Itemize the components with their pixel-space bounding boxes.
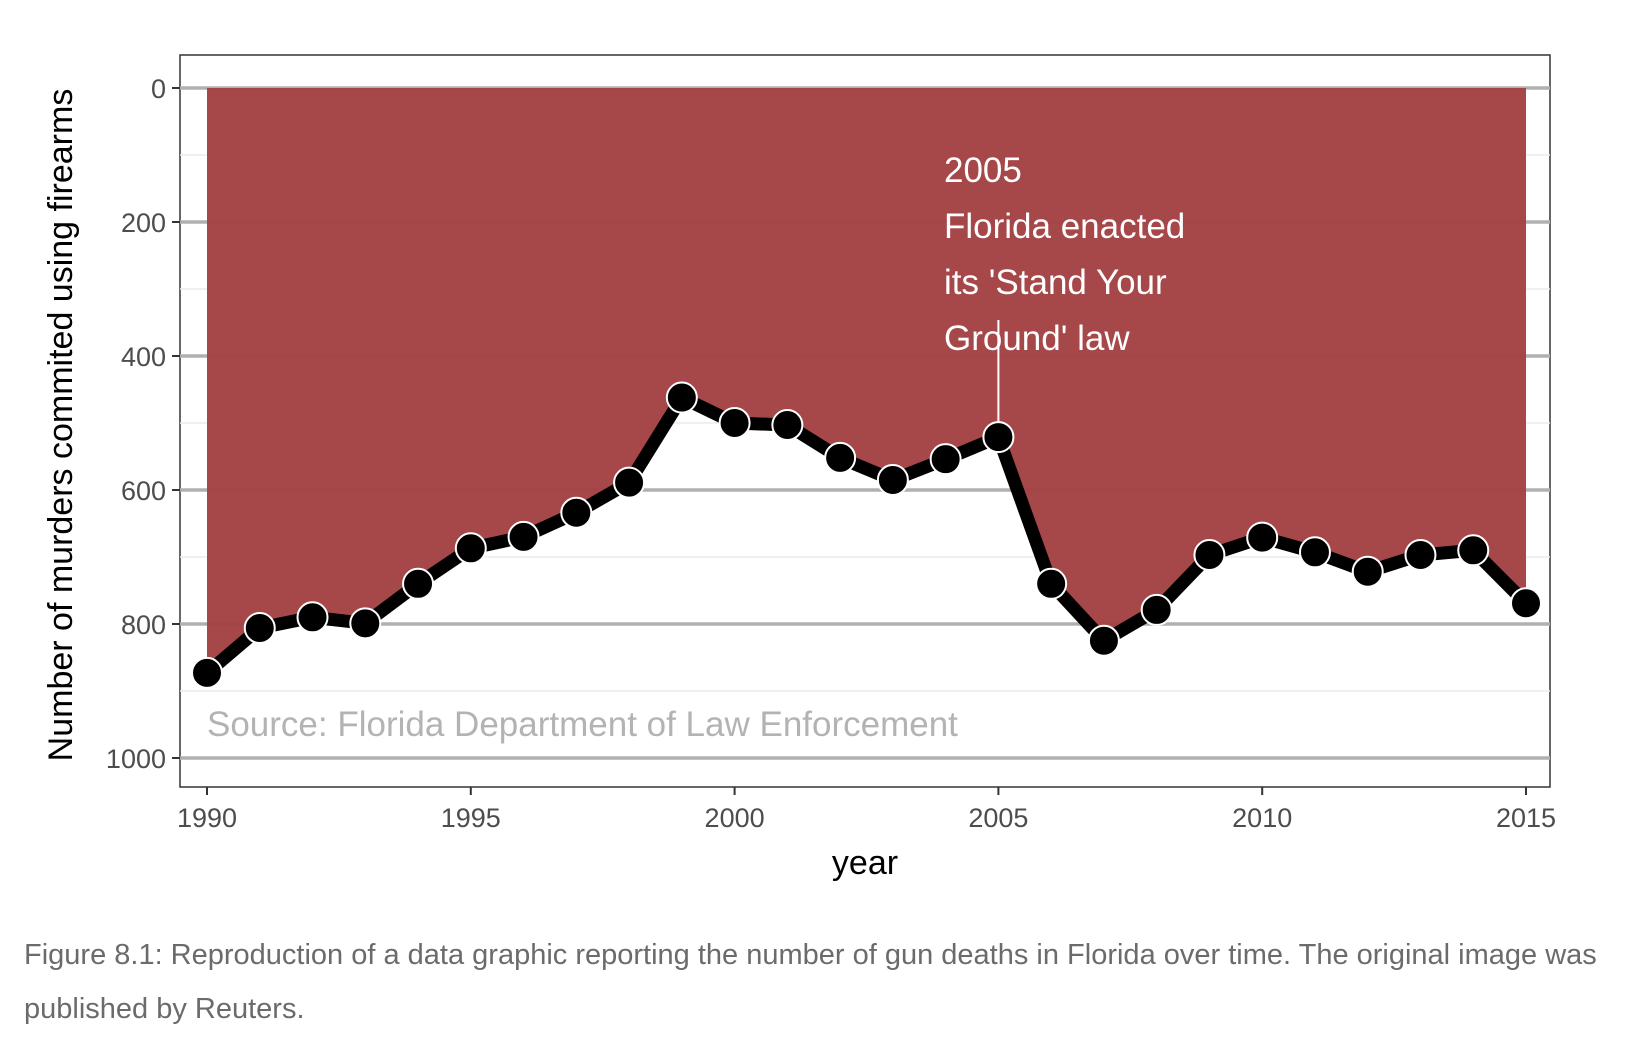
data-point	[665, 381, 698, 414]
data-point	[296, 601, 329, 634]
y-axis-title: Number of murders commited using firearm…	[42, 89, 80, 762]
data-point	[402, 567, 435, 600]
annotation-text-layer: 2005 Florida enacted its 'Stand Your Ground…	[944, 151, 1185, 358]
data-point	[929, 443, 962, 476]
x-tick-label: 2000	[705, 803, 765, 833]
y-tick-label: 800	[121, 610, 166, 640]
data-point	[1140, 593, 1173, 626]
y-tick-label: 400	[121, 342, 166, 372]
data-point	[1510, 587, 1542, 620]
data-point	[191, 656, 223, 689]
data-point	[1457, 534, 1490, 567]
y-tick-label: 600	[121, 476, 166, 506]
figure-caption: Figure 8.1: Reproduction of a data graph…	[24, 939, 1597, 1025]
data-point	[824, 441, 857, 474]
data-point	[718, 407, 751, 439]
data-point	[982, 421, 1015, 454]
annotation-text-line: 2005	[944, 151, 1022, 190]
data-point	[1298, 536, 1331, 569]
x-tick-label: 1995	[441, 803, 501, 833]
data-point	[1193, 538, 1226, 571]
x-axis-title: year	[832, 844, 898, 882]
data-point	[771, 409, 804, 442]
data-point	[613, 466, 646, 499]
data-point	[243, 612, 276, 645]
data-point	[1087, 624, 1120, 657]
y-tick-label: 200	[121, 208, 166, 238]
data-point	[349, 607, 382, 640]
source-note: Source: Florida Department of Law Enforc…	[207, 705, 958, 744]
annotation-text-line: Ground' law	[944, 319, 1130, 358]
y-tick-label: 0	[151, 74, 166, 104]
annotation-text-line: Florida enacted	[944, 207, 1185, 246]
data-point	[1035, 567, 1068, 600]
y-tick-label: 1000	[106, 744, 166, 774]
data-point	[876, 463, 909, 496]
data-point	[507, 520, 540, 553]
data-point	[1404, 538, 1437, 571]
data-point	[1246, 521, 1279, 554]
annotation-text-line: its 'Stand Your	[944, 263, 1167, 302]
data-point	[454, 532, 487, 565]
x-tick-label: 2010	[1232, 803, 1292, 833]
data-point	[560, 496, 593, 529]
x-tick-label: 1990	[177, 803, 237, 833]
ticks-layer: 0 200 400 600 800 1000 1990 1995 2000 2005 2010 201…	[106, 74, 1556, 833]
x-tick-label: 2005	[968, 803, 1028, 833]
data-point	[1351, 555, 1384, 588]
chart: 2005 Florida enacted its 'Stand Your Ground…	[42, 54, 1556, 882]
x-tick-label: 2015	[1496, 803, 1556, 833]
points-layer	[191, 381, 1542, 689]
